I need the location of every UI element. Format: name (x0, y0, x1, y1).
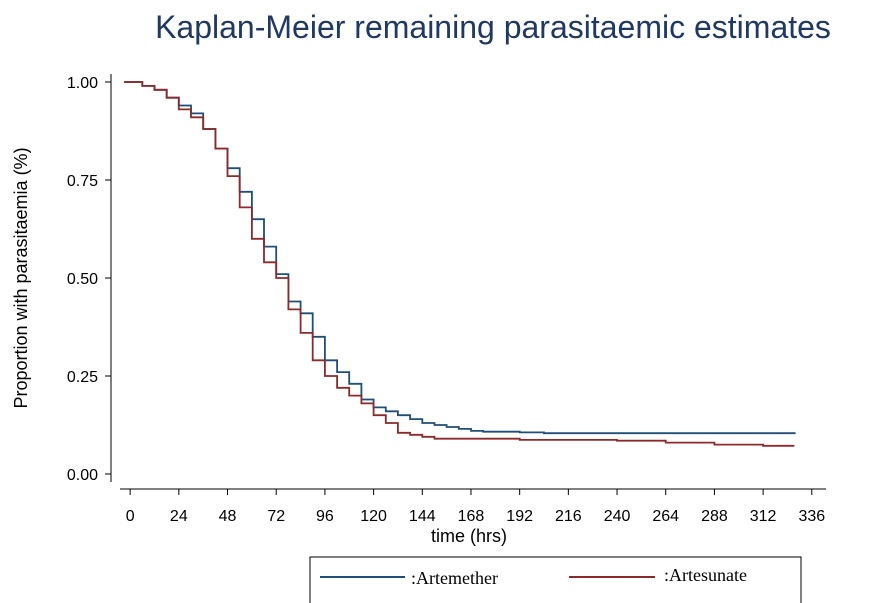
y-tick-label: 0.25 (67, 369, 98, 386)
x-tick-label: 264 (652, 508, 679, 525)
x-tick-label: 0 (126, 508, 135, 525)
x-tick-label: 144 (409, 508, 436, 525)
x-tick-label: 240 (604, 508, 631, 525)
x-tick-label: 168 (458, 508, 485, 525)
y-tick-label: 0.00 (67, 467, 98, 484)
x-tick-label: 192 (506, 508, 533, 525)
x-tick-label: 48 (219, 508, 237, 525)
chart-title: Kaplan-Meier remaining parasitaemic esti… (155, 9, 831, 45)
y-axis: 0.00 0.25 0.50 0.75 1.00 (67, 74, 112, 484)
x-tick-label: 120 (360, 508, 387, 525)
x-tick-label: 216 (555, 508, 582, 525)
legend: :Artemether :Artesunate (309, 556, 802, 603)
series-line-artesunate (124, 81, 795, 447)
series-layer (124, 81, 796, 447)
x-tick-label: 24 (170, 508, 188, 525)
x-axis-label: time (hrs) (431, 526, 507, 546)
x-tick-label: 72 (267, 508, 285, 525)
x-tick-label: 312 (750, 508, 777, 525)
x-axis-ticks: 0 24 48 72 96 120 144 168 192 216 240 264 288 312 336 (126, 489, 825, 525)
legend-label-artemether: :Artemether (411, 568, 498, 588)
legend-box (309, 556, 802, 603)
y-tick-label: 1.00 (67, 75, 98, 92)
x-tick-label: 336 (798, 508, 825, 525)
y-axis-label: Proportion with parasitaemia (%) (11, 147, 31, 408)
y-tick-label: 0.50 (67, 271, 98, 288)
x-tick-label: 96 (316, 508, 334, 525)
y-tick-label: 0.75 (67, 173, 98, 190)
y-axis-ticks: 0.00 0.25 0.50 0.75 1.00 (67, 75, 111, 484)
legend-label-artesunate: :Artesunate (664, 565, 747, 585)
x-tick-label: 288 (701, 508, 728, 525)
x-axis: 0 24 48 72 96 120 144 168 192 216 240 264 288 312 336 (120, 488, 826, 525)
